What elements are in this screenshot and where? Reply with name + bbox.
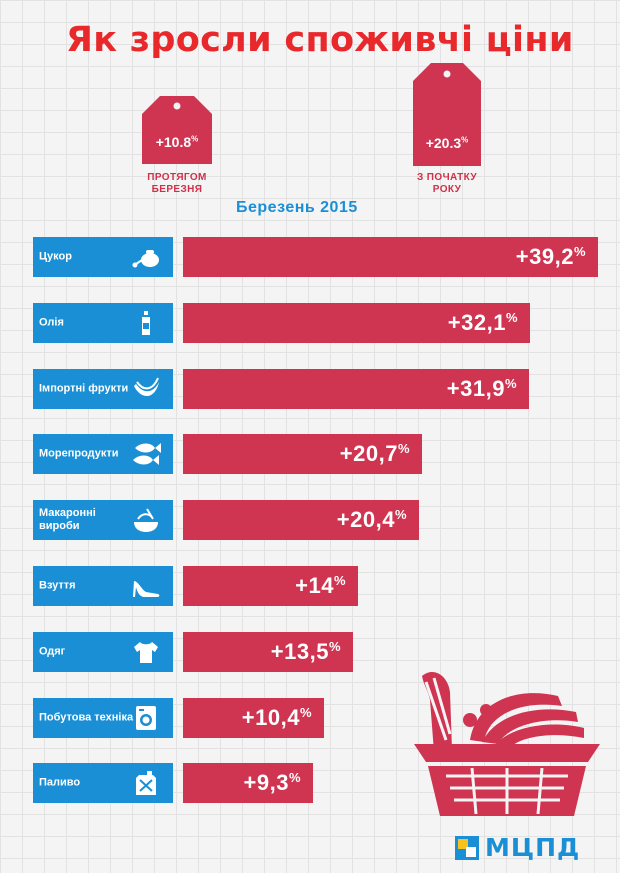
- bar: +39,2%: [183, 237, 598, 277]
- category-label: Морепродукти: [39, 447, 119, 460]
- tshirt-icon: [134, 641, 158, 663]
- fuel-canister-icon: [136, 771, 156, 796]
- price-tag-ytd: +20.3%: [413, 63, 481, 166]
- bar: +31,9%: [183, 368, 529, 409]
- data-label: +13,5%: [270, 638, 341, 664]
- logo-text: МЦПД: [485, 833, 581, 862]
- logo-mark-icon: [455, 836, 479, 860]
- washing-machine-icon: [136, 705, 156, 730]
- data-label: +20,7%: [339, 441, 410, 467]
- bar-row: Побутова техніка +10,4%: [0, 697, 620, 738]
- tag-ytd-caption-line1: З ПОЧАТКУ: [416, 172, 478, 183]
- data-label: +9,3%: [243, 770, 301, 796]
- category-box: Одяг: [33, 631, 173, 672]
- tag-ytd-caption-line2: РОКУ: [432, 184, 462, 195]
- category-label: Імпортні фрукти: [39, 382, 129, 395]
- oil-bottle-icon: [142, 310, 150, 335]
- tag-ytd-value: +20.3%: [425, 135, 469, 151]
- category-label: Взуття: [39, 579, 76, 592]
- bar-row: Паливо +9,3%: [0, 763, 620, 804]
- category-box: Взуття: [33, 566, 173, 606]
- price-tag-icon: [413, 63, 481, 166]
- bar-row: Олія +32,1%: [0, 302, 620, 343]
- tag-march-caption: ПРОТЯГОМ БЕРЕЗНЯ: [132, 172, 222, 196]
- category-label: Олія: [39, 316, 64, 329]
- bar: +9,3%: [183, 763, 313, 804]
- pasta-icon: [134, 508, 158, 533]
- category-box: Паливо: [33, 763, 173, 804]
- price-tag-march: +10.8%: [142, 96, 212, 164]
- bar: +32,1%: [183, 302, 530, 343]
- sugar-bowl-icon: [132, 250, 159, 268]
- fish-icon: [133, 443, 161, 466]
- category-label: Цукор: [39, 250, 72, 263]
- tag-march-caption-line1: ПРОТЯГОМ: [147, 172, 207, 183]
- category-box: Макаронні вироби: [33, 500, 173, 541]
- category-label: Паливо: [39, 776, 81, 789]
- category-box: Побутова техніка: [33, 697, 173, 738]
- bar: +10,4%: [183, 697, 324, 738]
- tag-march-value: +10.8%: [155, 134, 199, 150]
- category-label: Побутова техніка: [39, 711, 134, 724]
- bar: +20,7%: [183, 434, 422, 475]
- bar-row: Імпортні фрукти +31,9%: [0, 368, 620, 409]
- bar: +20,4%: [183, 500, 419, 541]
- category-label: Макаронні вироби: [39, 507, 96, 533]
- bananas-icon: [134, 377, 159, 396]
- shopping-basket-icon: [414, 671, 600, 816]
- data-label: +20,4%: [336, 507, 407, 533]
- bar-row: Макаронні вироби +20,4%: [0, 500, 620, 541]
- chart-subtitle: Березень 2015: [236, 199, 358, 216]
- tag-ytd-caption: З ПОЧАТКУ РОКУ: [402, 172, 492, 196]
- bar: +13,5%: [183, 631, 353, 672]
- price-tag-icon: [142, 96, 212, 164]
- category-box: Імпортні фрукти: [33, 368, 173, 409]
- category-box: Цукор: [33, 237, 173, 277]
- data-label: +14%: [295, 573, 346, 598]
- data-label: +10,4%: [241, 704, 312, 730]
- bar-row: Одяг +13,5%: [0, 631, 620, 672]
- category-label: Одяг: [39, 645, 66, 658]
- chart-title: Як зросли споживчі ціни: [66, 20, 574, 60]
- data-label: +32,1%: [447, 309, 518, 335]
- tag-march-caption-line2: БЕРЕЗНЯ: [151, 184, 203, 195]
- high-heel-shoe-icon: [133, 581, 160, 597]
- data-label: +31,9%: [446, 375, 517, 401]
- bar-row: Цукор +39,2%: [0, 237, 620, 277]
- bar-row: Взуття +14%: [0, 566, 620, 606]
- mcpd-logo: МЦПД: [455, 832, 585, 862]
- bar-row: Морепродукти +20,7%: [0, 434, 620, 475]
- category-box: Морепродукти: [33, 434, 173, 475]
- category-box: Олія: [33, 302, 173, 343]
- data-label: +39,2%: [515, 244, 586, 269]
- bar: +14%: [183, 566, 358, 606]
